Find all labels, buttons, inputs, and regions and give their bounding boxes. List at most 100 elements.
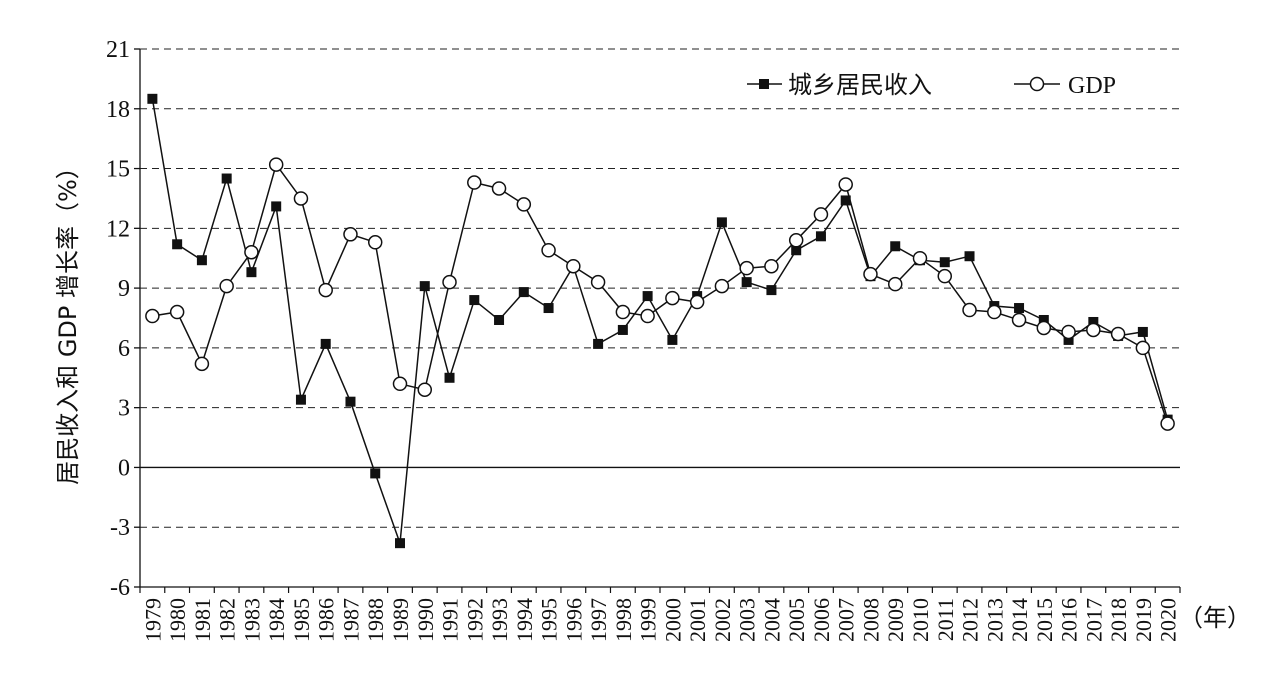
data-point-income — [469, 295, 480, 306]
data-point-income — [246, 267, 257, 278]
x-tick-label: 2001 — [685, 598, 710, 642]
x-tick-label: 2017 — [1081, 598, 1106, 642]
data-point-income — [419, 281, 430, 292]
x-tick-label: 1986 — [314, 598, 339, 642]
x-tick-label: 1989 — [388, 598, 413, 642]
legend-gdp-label: GDP — [1068, 73, 1116, 99]
data-point-gdp — [714, 278, 730, 294]
data-point-income — [518, 287, 529, 298]
x-tick-label: 1981 — [190, 598, 215, 642]
data-point-gdp — [689, 294, 705, 310]
data-point-income — [766, 285, 777, 296]
data-point-gdp — [1110, 326, 1126, 342]
y-tick-label: 18 — [106, 97, 130, 123]
data-point-income — [444, 372, 455, 383]
data-point-gdp — [665, 290, 680, 306]
data-point-income — [741, 277, 752, 288]
legend-item-gdp: GDP — [1014, 73, 1116, 99]
data-point-gdp — [194, 356, 210, 372]
data-point-gdp — [640, 308, 655, 324]
data-point-gdp — [392, 376, 408, 392]
legend-item-income: 城乡居民收入 — [747, 71, 932, 99]
data-point-income — [295, 394, 306, 405]
x-tick-label: 2004 — [759, 598, 784, 642]
x-tick-label: 2006 — [809, 598, 834, 642]
data-point-income — [593, 338, 604, 349]
data-point-gdp — [1061, 324, 1076, 340]
data-point-gdp — [442, 274, 457, 290]
x-tick-label: 1999 — [636, 598, 661, 642]
x-tick-label: 1985 — [289, 598, 314, 642]
data-point-gdp — [417, 382, 433, 397]
data-point-income — [494, 314, 505, 325]
data-point-income — [939, 257, 950, 268]
legend-gdp-marker — [1029, 76, 1045, 92]
data-point-gdp — [516, 197, 532, 212]
data-point-income — [617, 324, 628, 335]
data-point-gdp — [566, 258, 581, 274]
x-tick-label: 2014 — [1007, 598, 1032, 642]
data-point-gdp — [244, 244, 259, 260]
x-tick-label: 1995 — [537, 598, 562, 642]
data-point-income — [221, 173, 232, 184]
y-tick-label: 15 — [106, 157, 130, 183]
x-tick-label: 2018 — [1106, 598, 1131, 642]
data-point-income — [1063, 334, 1074, 345]
data-point-income — [1137, 326, 1148, 337]
data-point-income — [147, 93, 158, 104]
x-tick-label: 2007 — [834, 598, 859, 642]
x-axis-unit: （年） — [1179, 604, 1251, 632]
x-tick-label: 1993 — [487, 598, 512, 642]
data-point-income — [345, 396, 356, 407]
x-tick-labels: 1979 1980 1981 1982 1983 1984 1985 1986 1987 1988… — [139, 587, 1181, 642]
data-point-gdp — [541, 243, 556, 258]
data-point-income — [791, 245, 802, 256]
y-tick-label: -3 — [110, 515, 130, 541]
data-point-gdp — [367, 235, 383, 250]
y-tick-label: 21 — [106, 37, 130, 63]
y-tick-labels: 21 18 15 12 9 6 3 0 -3 -6 — [106, 37, 140, 601]
data-point-income — [1088, 316, 1099, 327]
data-point-gdp — [268, 157, 284, 172]
data-point-gdp — [615, 304, 631, 320]
legend-income-marker — [759, 79, 769, 89]
data-point-income — [890, 241, 901, 252]
data-point-gdp — [293, 191, 309, 206]
y-tick-label: 6 — [118, 336, 130, 362]
x-tick-label: 1988 — [363, 598, 388, 642]
x-tick-label: 1991 — [438, 598, 463, 642]
x-tick-label: 1990 — [413, 598, 438, 642]
y-tick-label: 9 — [118, 276, 130, 302]
x-tick-label: 1983 — [239, 598, 264, 642]
x-tick-label: 2009 — [883, 598, 908, 642]
x-tick-label: 2011 — [933, 598, 958, 641]
x-tick-label: 2000 — [660, 598, 685, 642]
data-point-income — [815, 231, 826, 242]
data-point-income — [271, 201, 282, 212]
data-point-income — [642, 291, 653, 302]
x-tick-label: 1998 — [611, 598, 636, 642]
legend-income-label: 城乡居民收入 — [788, 71, 932, 99]
data-point-income — [370, 468, 381, 479]
data-point-gdp — [343, 227, 358, 242]
data-point-gdp — [145, 308, 160, 324]
x-tick-label: 2005 — [784, 598, 809, 642]
y-axis-label: 居民收入和 GDP 增长率（%） — [54, 155, 82, 485]
data-point-gdp — [863, 266, 878, 282]
x-tick-label: 2010 — [908, 598, 933, 642]
data-point-gdp — [962, 302, 977, 318]
data-point-income — [1038, 314, 1049, 325]
data-point-gdp — [1086, 322, 1101, 338]
x-tick-label: 2019 — [1131, 598, 1156, 642]
data-point-gdp — [813, 207, 829, 222]
y-tick-label: 0 — [118, 455, 130, 481]
data-point-income — [320, 338, 331, 349]
x-tick-label: 1997 — [586, 598, 611, 642]
series — [145, 93, 1175, 549]
data-point-gdp — [1036, 320, 1052, 336]
gridlines — [140, 48, 1180, 528]
data-point-gdp — [987, 304, 1002, 320]
data-point-gdp — [739, 260, 754, 276]
